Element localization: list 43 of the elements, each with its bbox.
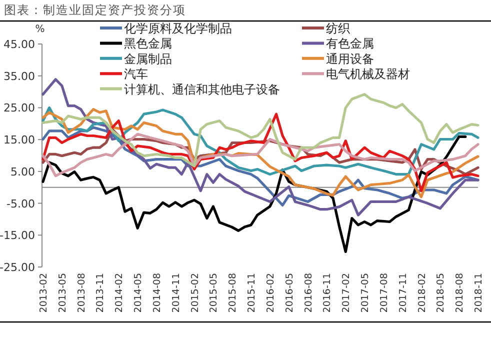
x-tick-label: 2017-08 (378, 273, 390, 313)
y-tick-label: 35.00 (4, 70, 35, 83)
y-axis-title: % (35, 24, 45, 35)
x-tick-label: 2017-05 (360, 273, 372, 313)
x-tick-label: 2014-11 (170, 273, 182, 313)
x-tick-label: 2013-11 (95, 273, 106, 313)
legend-label: 计算机、通信和其他电子设备 (124, 82, 280, 96)
y-tick-label: 15.00 (4, 134, 35, 147)
legend-label: 金属制品 (124, 52, 172, 66)
x-tick-label: 2016-08 (303, 273, 314, 313)
x-tick-label: 2013-08 (76, 273, 88, 313)
x-tick-label: 2018-08 (454, 273, 466, 313)
x-tick-label: 2015-05 (208, 273, 220, 313)
y-tick-label: 25.00 (4, 102, 35, 115)
y-tick-label: -25.00 (0, 261, 35, 274)
x-tick-label: 2015-08 (228, 273, 239, 313)
x-tick-label: 2015-02 (190, 273, 201, 313)
legend-label: 汽车 (124, 67, 148, 82)
x-tick-label: 2017-02 (341, 273, 352, 313)
x-tick-label: 2016-11 (322, 273, 334, 313)
legend-label: 化学原料及化学制品 (124, 22, 232, 36)
y-tick-label: 45.00 (4, 38, 35, 51)
x-tick-label: 2016-02 (265, 273, 276, 313)
legend-label: 电气机械及器材 (326, 67, 410, 82)
x-tick-label: 2017-11 (398, 273, 409, 313)
x-tick-label: 2014-05 (133, 273, 144, 313)
x-tick-label: 2014-02 (114, 273, 126, 313)
y-tick-label: -15.00 (0, 229, 35, 242)
x-tick-label: 2018-05 (436, 273, 447, 313)
legend-label: 纺织 (326, 22, 350, 36)
x-tick-label: 2018-02 (416, 273, 428, 313)
legend-label: 有色金属 (326, 36, 374, 51)
chart-title: 图表：制造业固定资产投资分项 (4, 3, 186, 17)
x-tick-label: 2014-08 (152, 273, 163, 313)
x-tick-label: 2013-05 (57, 273, 68, 313)
legend-label: 黑色金属 (124, 36, 172, 51)
y-tick-label: -5.00 (6, 197, 35, 210)
x-tick-label: 2013-02 (38, 273, 50, 313)
x-tick-label: 2015-11 (246, 273, 258, 313)
x-tick-label: 2016-05 (284, 273, 296, 313)
y-tick-label: 5.00 (10, 165, 35, 178)
x-tick-label: 2018-11 (474, 273, 484, 313)
legend-label: 通用设备 (326, 52, 374, 66)
